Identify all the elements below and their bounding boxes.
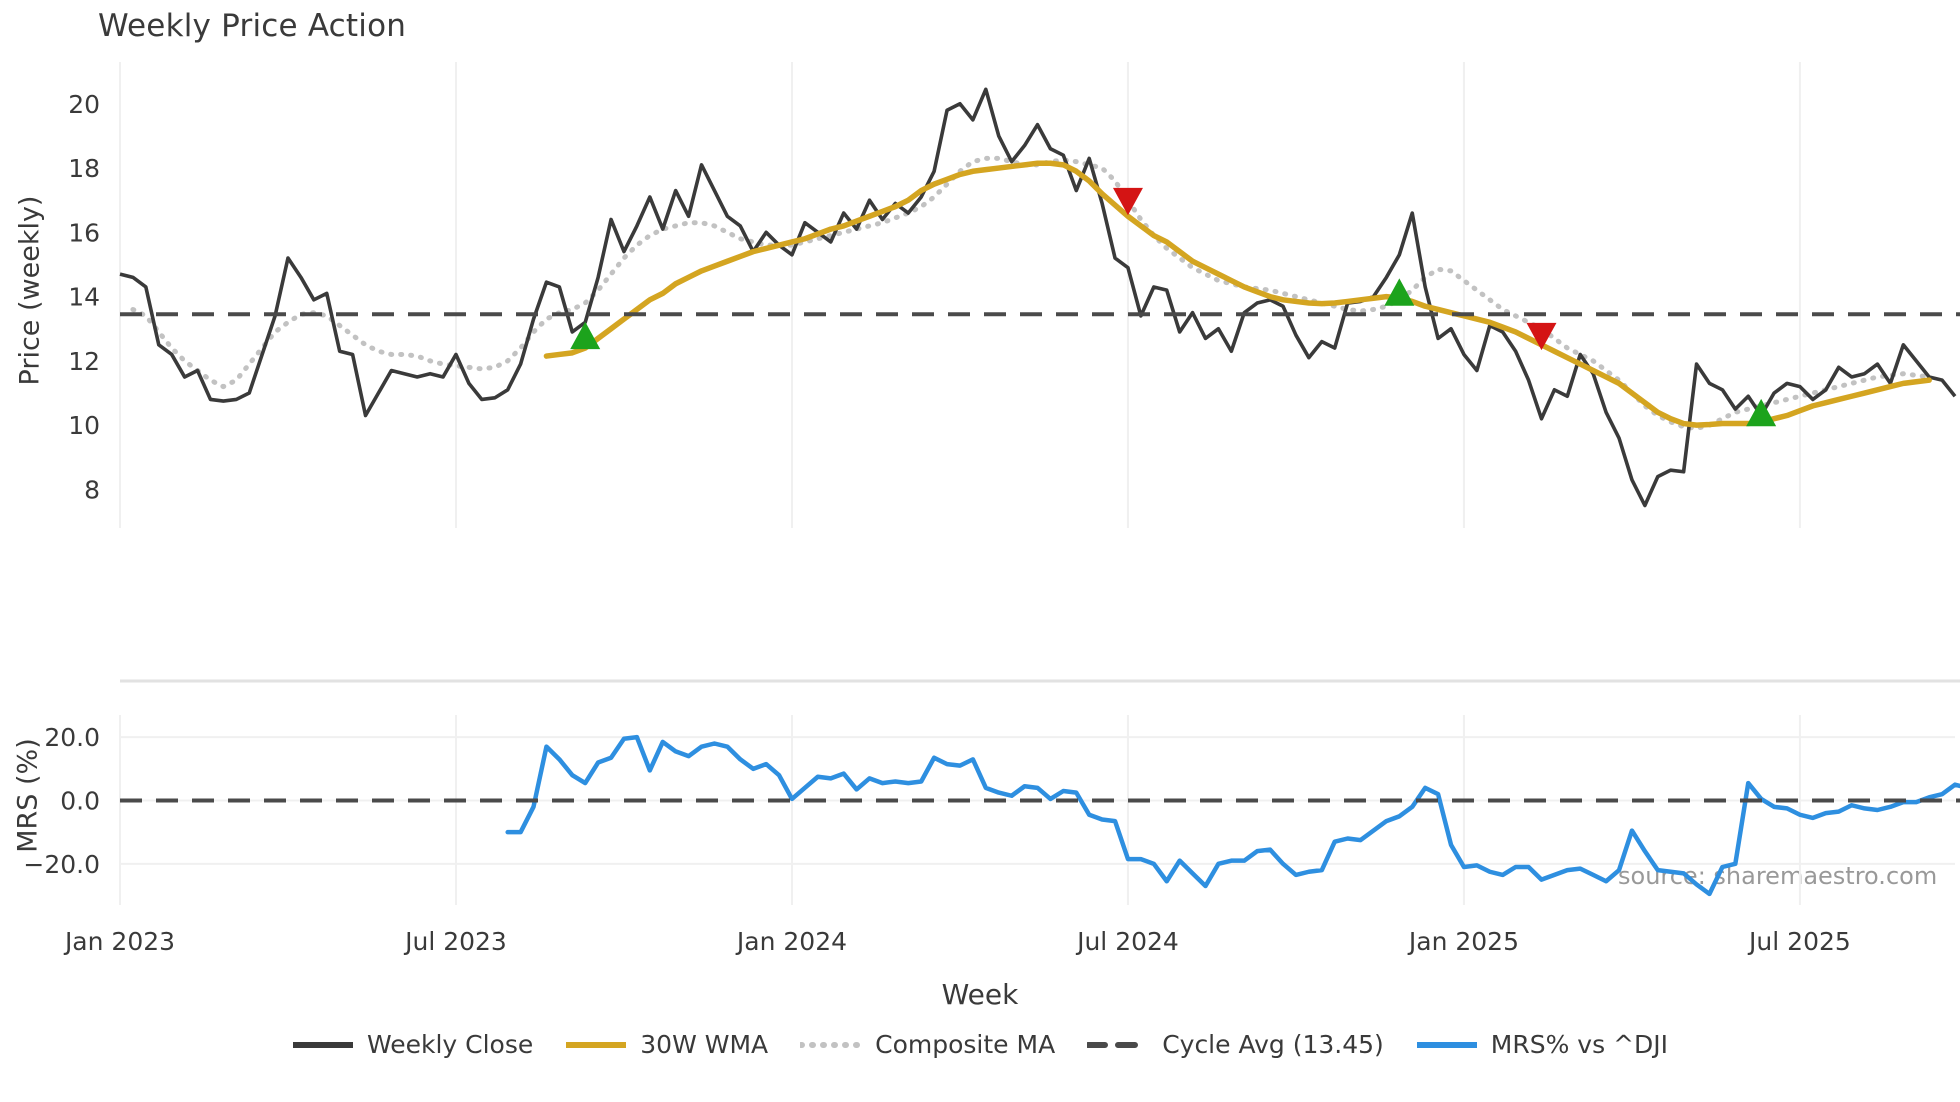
legend-label: MRS% vs ^DJI <box>1490 1030 1669 1059</box>
x-tick-label: Jan 2024 <box>735 927 847 956</box>
legend-label: 30W WMA <box>640 1030 769 1059</box>
legend-item[interactable]: MRS% vs ^DJI <box>1416 1030 1668 1059</box>
series-30w-wma <box>543 160 1932 428</box>
price-y-tick-label: 12 <box>68 347 100 376</box>
x-tick-label: Jan 2023 <box>63 927 175 956</box>
sell-signal-marker <box>1526 322 1557 351</box>
plot-area: 8 10 12 14 16 18 20 −20.0 0.0 20.0 Jan 2023 Jul 202… <box>23 62 1960 956</box>
price-y-tick-label: 20 <box>68 90 100 119</box>
legend-item[interactable]: 30W WMA <box>565 1030 768 1059</box>
legend-swatch-2 <box>566 1041 627 1048</box>
sell-signal-marker <box>1112 187 1143 216</box>
legend-label: Weekly Close <box>366 1030 534 1059</box>
series-composite-ma <box>130 155 1932 431</box>
legend-label: Cycle Avg (13.45) <box>1162 1030 1384 1059</box>
legend-swatch-3 <box>800 1041 863 1048</box>
price-y-tick-label: 10 <box>68 411 100 440</box>
mrs-y-tick-label: 0.0 <box>60 787 100 816</box>
mrs-y-tick-label: −20.0 <box>23 850 100 879</box>
price-y-tick-label: 14 <box>68 283 100 312</box>
legend-label: Composite MA <box>875 1030 1056 1059</box>
chart-legend: Weekly Close 30W WMA Composite MA Cycle Avg… <box>0 1030 1960 1059</box>
legend-item[interactable]: Cycle Avg (13.45) <box>1087 1030 1384 1059</box>
series-weekly-close <box>119 87 1957 508</box>
x-tick-label: Jul 2023 <box>403 927 507 956</box>
mrs-y-tick-label: 20.0 <box>44 723 100 752</box>
x-tick-label: Jul 2025 <box>1747 927 1851 956</box>
x-tick-label: Jan 2025 <box>1407 927 1519 956</box>
price-y-tick-label: 8 <box>84 475 100 504</box>
legend-swatch-1 <box>292 1041 353 1048</box>
buy-signal-marker <box>1746 398 1777 427</box>
page-title: Weekly Price Action <box>98 8 407 44</box>
buy-signal-marker <box>1384 278 1415 306</box>
price-y-tick-label: 16 <box>68 218 100 247</box>
legend-item[interactable]: Composite MA <box>800 1030 1055 1059</box>
series-mrs <box>505 734 1960 897</box>
legend-item[interactable]: Weekly Close <box>292 1030 533 1059</box>
source-watermark: source: sharemaestro.com <box>1618 862 1938 890</box>
price-y-tick-label: 18 <box>68 154 100 183</box>
x-tick-label: Jul 2024 <box>1075 927 1179 956</box>
buy-signal-marker <box>570 321 601 350</box>
legend-swatch-4 <box>1087 1041 1150 1048</box>
x-axis-label: Week <box>941 978 1019 1011</box>
legend-swatch-5 <box>1416 1041 1477 1048</box>
